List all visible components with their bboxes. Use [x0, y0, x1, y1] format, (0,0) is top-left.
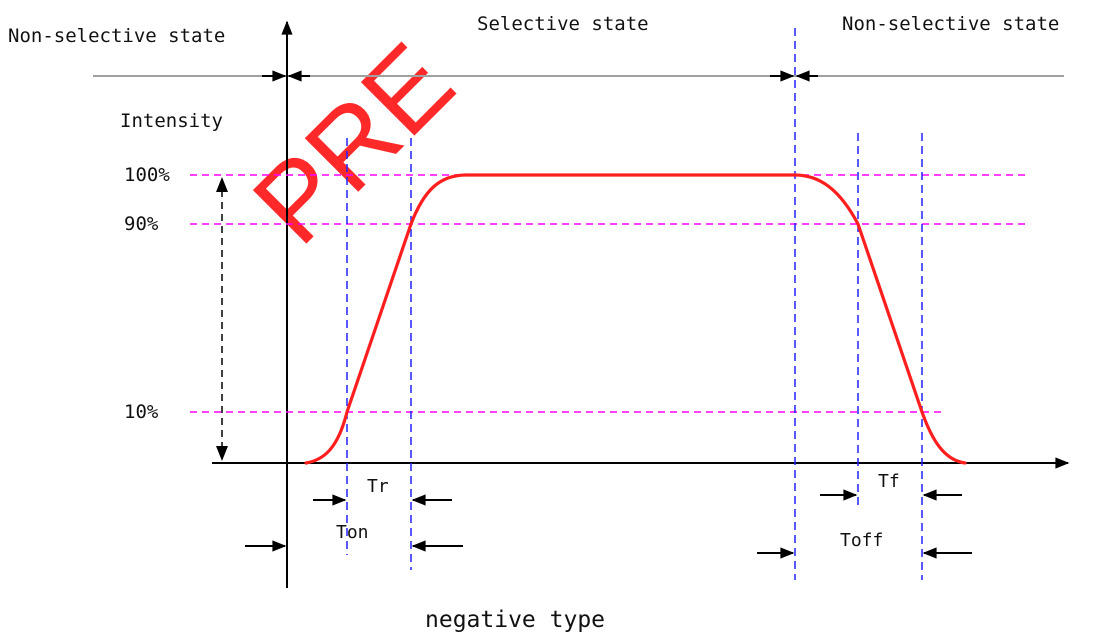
y-axis-label: Intensity — [120, 110, 223, 132]
toff-label: Toff — [840, 530, 883, 551]
diagram-caption: negative type — [425, 607, 605, 633]
state-label-right: Non-selective state — [842, 13, 1059, 35]
intensity-range-arrowhead-top — [216, 177, 228, 192]
intensity-range-arrowhead-bottom — [216, 446, 228, 461]
level-label-90: 90% — [124, 213, 159, 235]
response-curve — [304, 173, 967, 465]
tf-label: Tf — [878, 471, 900, 492]
state-label-middle: Selective state — [477, 13, 649, 35]
state-label-left: Non-selective state — [8, 25, 225, 47]
watermark-text: PRE — [230, 20, 477, 267]
tr-label: Tr — [367, 476, 389, 497]
level-label-100: 100% — [124, 164, 170, 186]
ton-label: Ton — [336, 522, 369, 543]
level-label-10: 10% — [124, 401, 159, 423]
